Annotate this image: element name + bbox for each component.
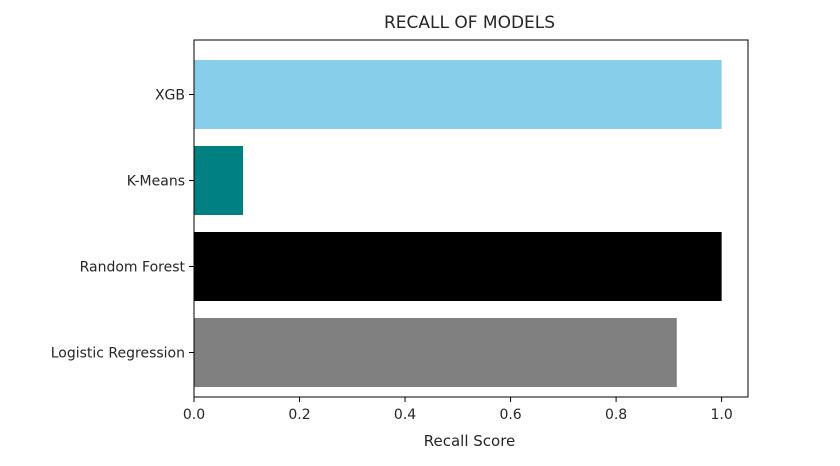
bar-random-forest	[194, 232, 722, 301]
bar-logistic-regression	[194, 318, 677, 387]
chart-title: RECALL OF MODELS	[384, 13, 555, 33]
bar-k-means	[194, 146, 244, 215]
y-tick-label: Random Forest	[80, 260, 186, 276]
x-tick-label: 1.0	[710, 407, 732, 423]
x-tick-label: 0.4	[394, 407, 416, 423]
x-axis-label: Recall Score	[424, 432, 516, 450]
x-axis: 0.0 0.2 0.4 0.6 0.8 1.0	[183, 397, 733, 423]
plot-frame	[193, 39, 749, 398]
y-tick-label: K-Means	[127, 174, 185, 190]
x-tick-label: 0.6	[499, 407, 521, 423]
bar-xgb	[194, 60, 722, 129]
bars-group	[194, 60, 722, 387]
x-tick-label: 0.2	[288, 407, 310, 423]
y-tick-label: XGB	[155, 88, 185, 104]
x-tick-label: 0.8	[605, 407, 627, 423]
x-tick-label: 0.0	[183, 407, 205, 423]
y-axis: Logistic Regression Random Forest K-Means X…	[51, 88, 194, 362]
y-tick-label: Logistic Regression	[51, 346, 185, 362]
